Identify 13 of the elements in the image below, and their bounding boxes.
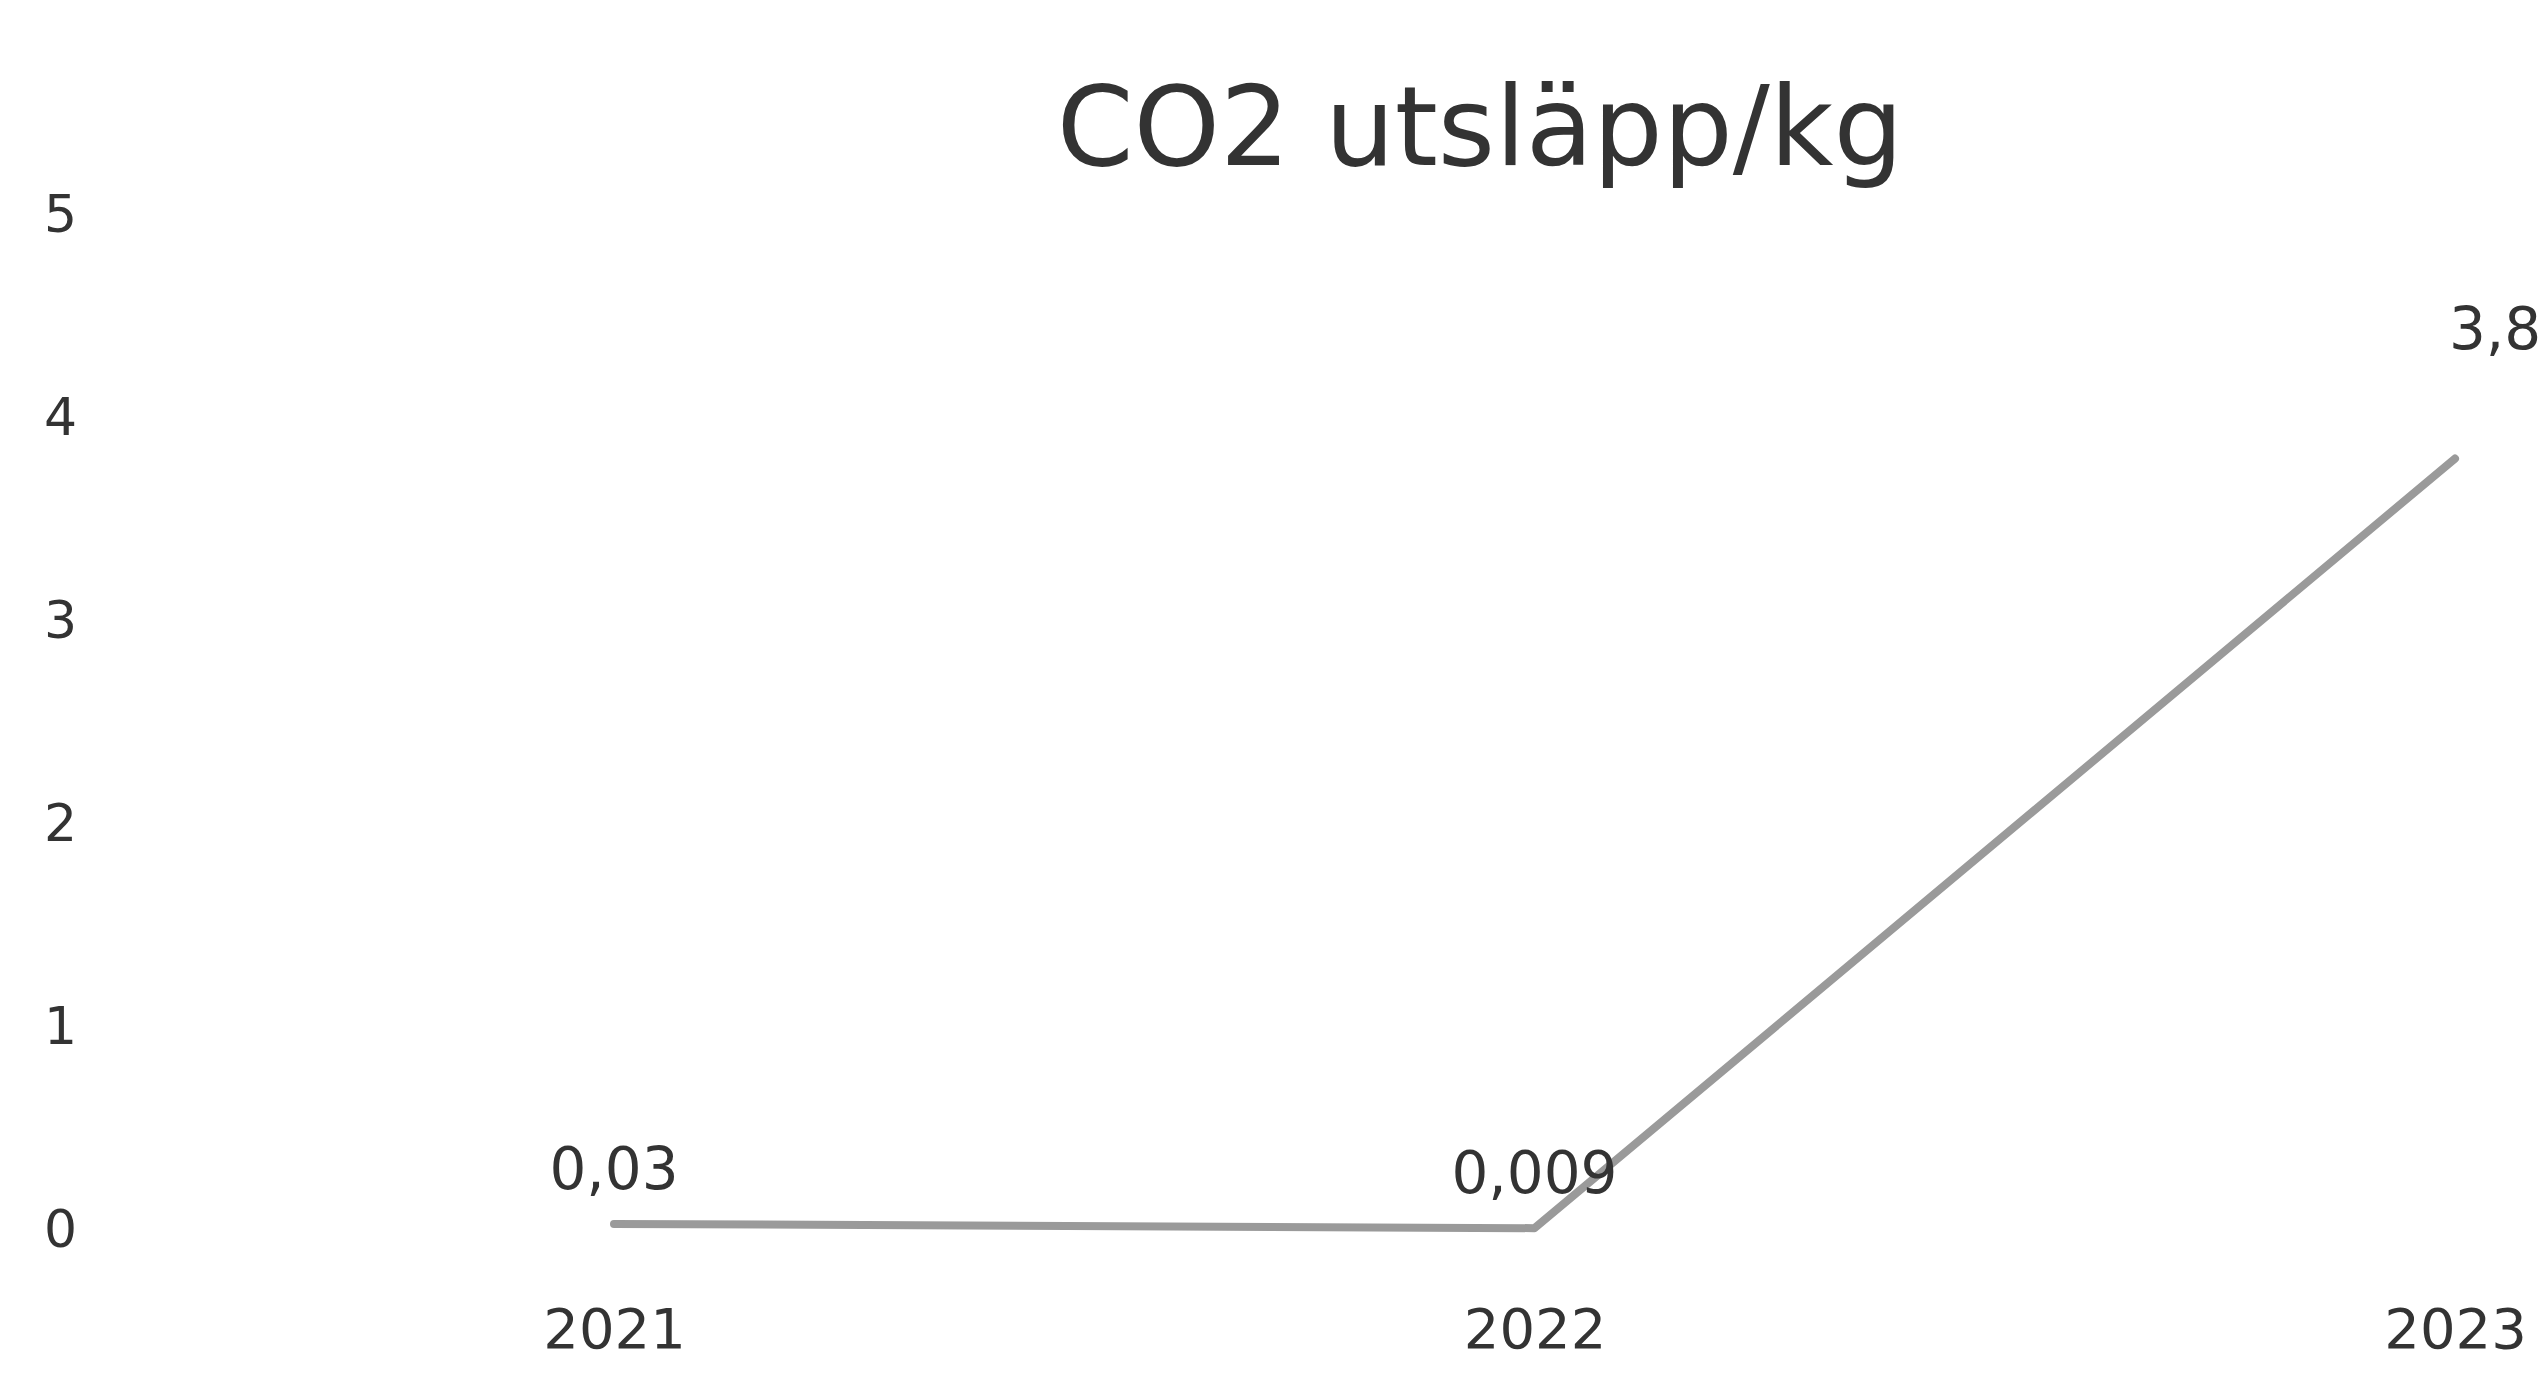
x-tick-label: 2022 [1463, 1295, 1607, 1361]
y-tick-label: 0 [43, 1199, 77, 1260]
y-tick-label: 5 [43, 184, 77, 245]
data-label: 0,03 [549, 1134, 679, 1203]
y-tick-label: 3 [43, 590, 77, 651]
x-tick-label: 2023 [2384, 1295, 2527, 1361]
data-label: 0,009 [1451, 1139, 1618, 1208]
y-tick-label: 4 [43, 387, 77, 448]
chart-title: CO2 utsläpp/kg [1056, 63, 1904, 191]
data-label: 3,8 [2448, 294, 2542, 363]
y-tick-label: 2 [43, 793, 77, 854]
x-tick-label: 2021 [543, 1295, 686, 1361]
y-tick-label: 1 [43, 996, 77, 1057]
